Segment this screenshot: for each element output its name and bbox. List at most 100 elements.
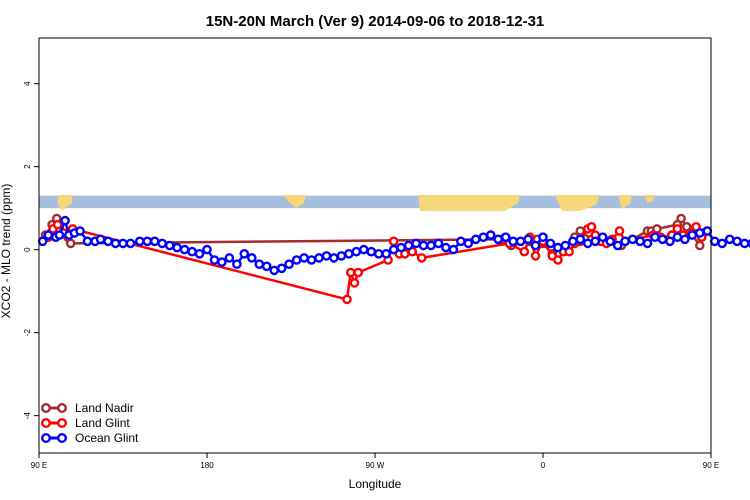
data-point — [545, 238, 556, 249]
data-point — [433, 238, 444, 249]
data-point — [209, 255, 220, 265]
x-tick-label: 0 — [541, 461, 546, 470]
y-axis-ticks: -4 -2 0 2 4 — [23, 81, 39, 419]
data-point — [217, 257, 227, 267]
data-point — [500, 232, 511, 242]
legend-item: Land Glint — [41, 416, 130, 430]
data-point — [403, 240, 414, 251]
data-point — [635, 236, 645, 247]
data-point — [396, 242, 406, 253]
data-point — [642, 238, 653, 249]
data-point — [695, 228, 705, 238]
data-point — [538, 232, 548, 242]
data-point — [575, 234, 586, 245]
legend-swatch-marker — [57, 418, 68, 429]
map-land — [618, 195, 632, 209]
data-point — [681, 221, 692, 232]
data-point — [515, 236, 526, 247]
data-point — [358, 244, 369, 255]
data-point — [43, 230, 54, 240]
data-point — [676, 213, 686, 224]
data-point — [134, 236, 145, 247]
data-point — [349, 278, 360, 288]
data-point — [418, 240, 429, 251]
series-line — [47, 223, 709, 301]
data-point — [575, 226, 586, 236]
data-point — [261, 261, 272, 272]
data-point — [448, 244, 459, 255]
map-band — [39, 195, 711, 211]
data-point — [239, 248, 250, 259]
data-point — [620, 236, 630, 247]
data-point — [739, 238, 750, 249]
data-point — [284, 259, 294, 270]
data-point — [732, 236, 742, 247]
data-point — [246, 253, 257, 263]
data-point — [232, 259, 242, 270]
x-tick-label: 180 — [200, 461, 214, 470]
data-point — [381, 248, 392, 259]
data-point — [179, 244, 190, 255]
legend-swatch-marker — [57, 403, 68, 414]
data-point — [164, 240, 175, 251]
data-point — [353, 267, 364, 278]
map-ocean — [39, 195, 711, 209]
data-point — [456, 236, 466, 247]
data-point — [388, 236, 399, 247]
data-point — [110, 238, 121, 249]
series-2 — [37, 215, 750, 276]
data-point — [329, 253, 339, 263]
data-point — [672, 232, 683, 242]
data-point — [345, 267, 356, 278]
data-point — [194, 248, 205, 259]
y-tick-label: -2 — [23, 329, 32, 337]
data-point — [568, 236, 578, 247]
data-point — [530, 240, 541, 251]
data-point — [493, 234, 504, 245]
data-point — [560, 240, 571, 251]
x-tick-label: 90 W — [366, 461, 385, 470]
data-point — [605, 236, 616, 247]
legend-swatch-marker — [57, 433, 68, 444]
data-point — [366, 246, 377, 257]
data-point — [373, 248, 384, 259]
data-point — [702, 226, 713, 236]
data-point — [60, 215, 70, 226]
map-land — [418, 195, 520, 211]
data-point — [650, 232, 660, 242]
data-point — [553, 255, 563, 265]
map-land — [283, 195, 306, 208]
legend-item: Ocean Glint — [41, 431, 139, 445]
x-axis-label: Longitude — [349, 477, 402, 491]
y-tick-label: -4 — [23, 412, 32, 420]
data-point — [54, 230, 65, 240]
legend-label: Ocean Glint — [75, 431, 139, 445]
data-point — [411, 238, 421, 249]
legend-swatch-marker — [41, 403, 52, 414]
data-point — [709, 236, 720, 247]
data-point — [441, 242, 451, 253]
legend-item: Land Nadir — [41, 401, 134, 415]
data-point — [388, 244, 399, 255]
data-point — [269, 265, 280, 276]
data-point — [187, 246, 197, 257]
data-point — [717, 238, 728, 249]
data-point — [470, 234, 481, 245]
map-land — [58, 195, 72, 211]
data-point — [95, 234, 106, 245]
data-point — [172, 242, 182, 253]
data-point — [590, 236, 601, 247]
x-tick-label: 90 E — [31, 461, 47, 470]
data-point — [665, 236, 675, 247]
y-tick-label: 0 — [23, 247, 32, 252]
map-land — [645, 195, 655, 203]
x-axis-ticks: 90 E 180 90 W 0 90 E — [31, 453, 719, 470]
data-point — [724, 234, 735, 245]
data-point — [254, 259, 265, 270]
data-point — [583, 238, 593, 249]
data-point — [519, 246, 530, 257]
data-point — [416, 253, 427, 263]
data-point — [103, 236, 113, 247]
data-point — [149, 236, 160, 247]
